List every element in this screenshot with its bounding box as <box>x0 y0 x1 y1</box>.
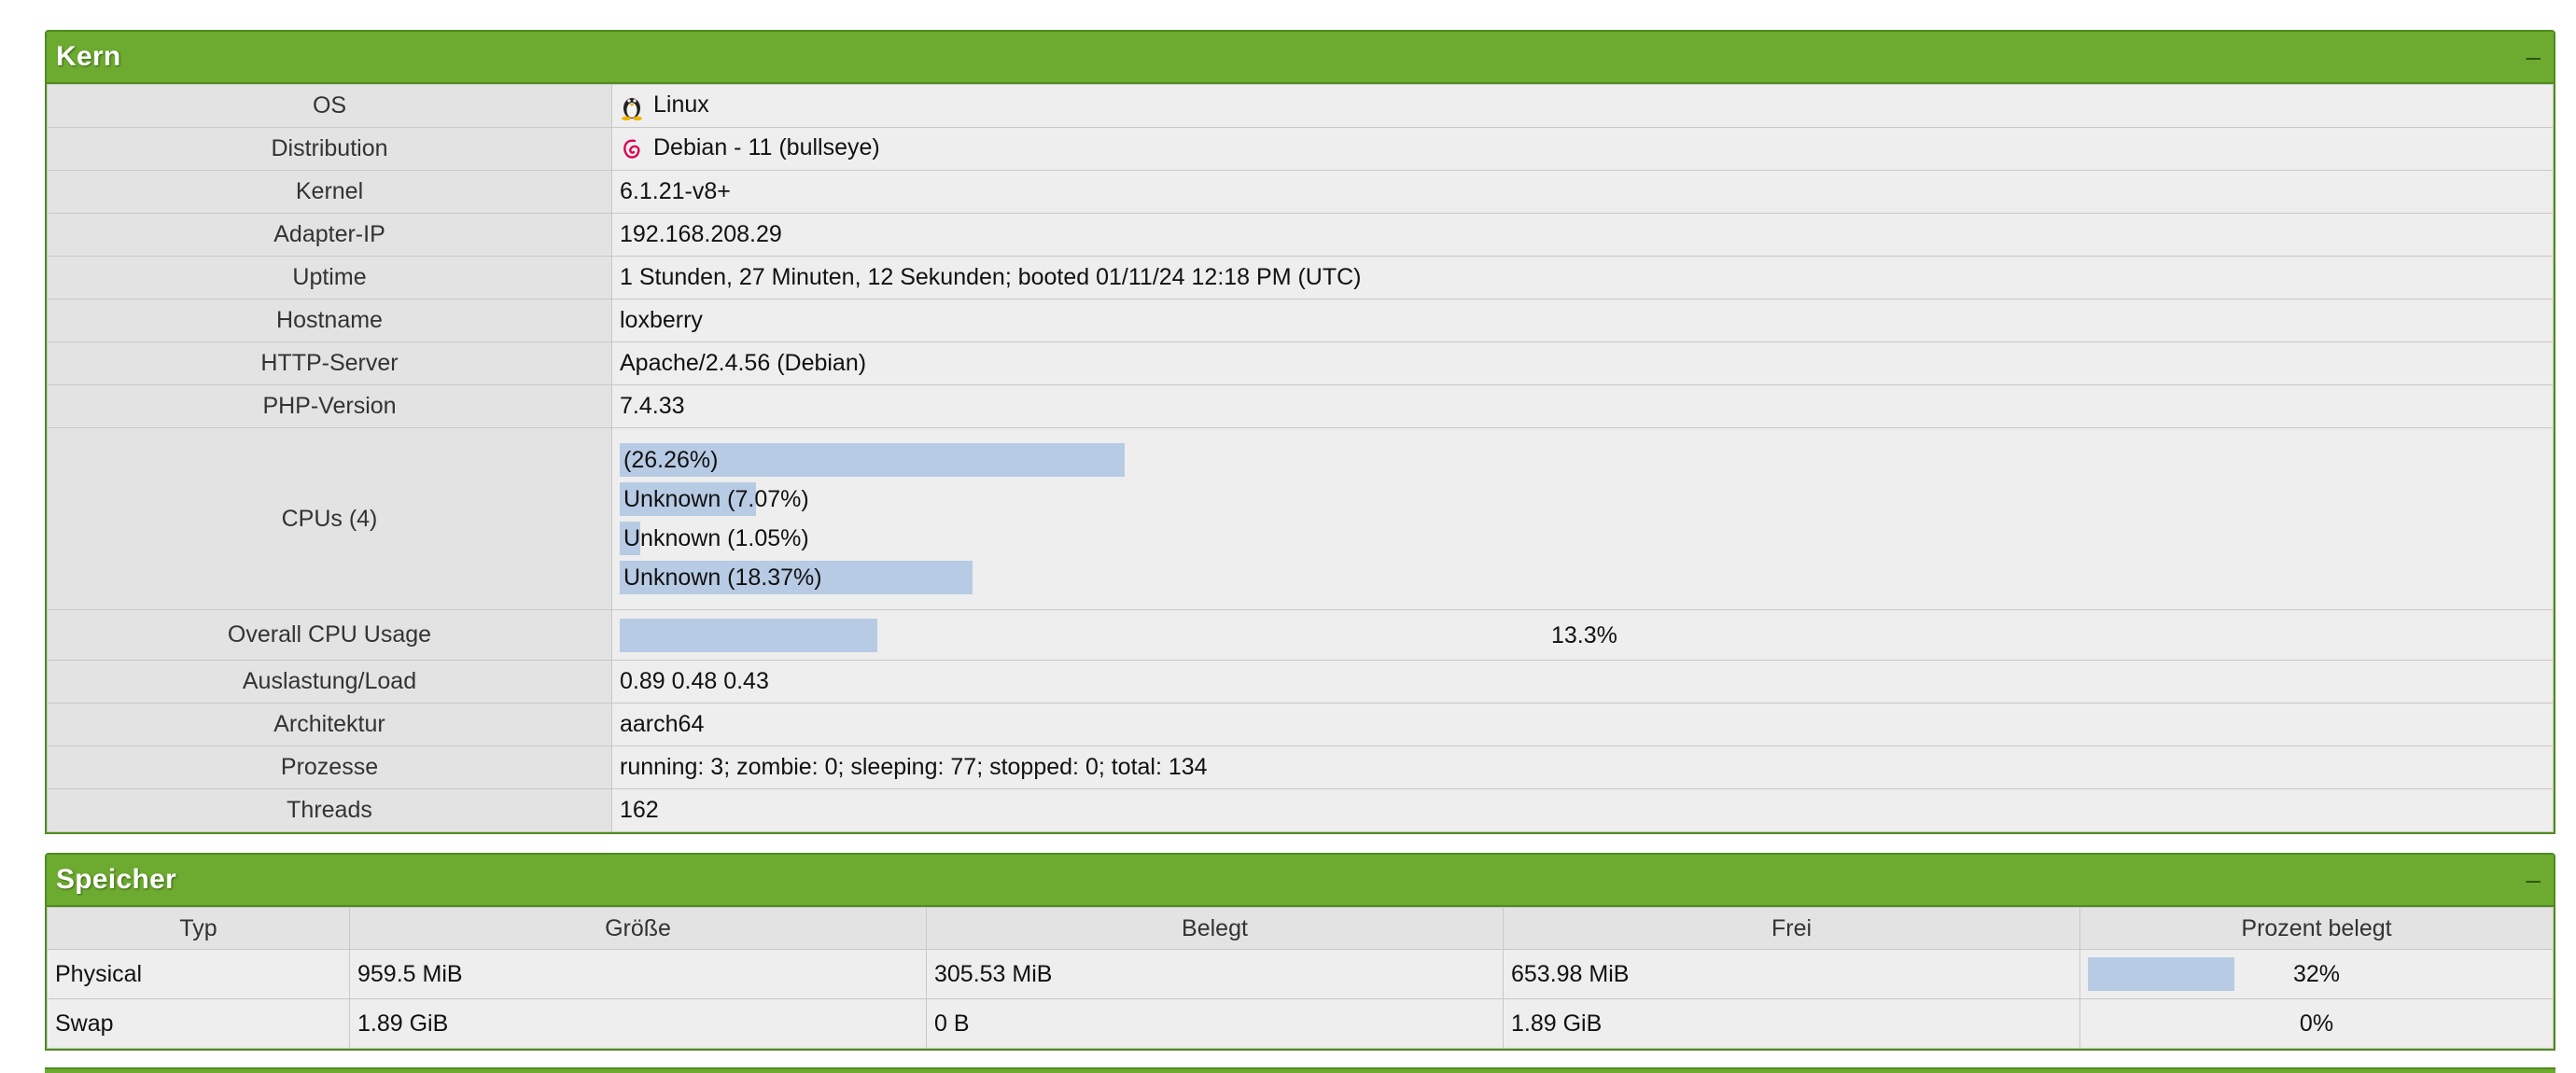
mem-percent: 32% <box>2292 960 2341 987</box>
kern-panel: Kern – OS Linux Distribution <box>45 30 2555 834</box>
mem-groesse: 1.89 GiB <box>349 998 927 1049</box>
header-typ: Typ <box>47 907 350 950</box>
kern-header: Kern – <box>47 32 2554 84</box>
os-label: OS <box>47 84 612 128</box>
cpus-label: CPUs (4) <box>47 427 612 610</box>
hostname-value: loxberry <box>611 299 2554 342</box>
row-processes: Prozesse running: 3; zombie: 0; sleeping… <box>47 746 2554 789</box>
linux-tux-icon <box>622 97 642 120</box>
cpu-core-text: Unknown (7.07%) <box>623 486 809 512</box>
table-row: Physical 959.5 MiB 305.53 MiB 653.98 MiB… <box>47 949 2554 999</box>
threads-label: Threads <box>47 788 612 832</box>
overall-cpu-value: 13.3% <box>1551 621 1617 648</box>
debian-swirl-icon <box>623 139 640 159</box>
kern-title: Kern <box>56 41 121 72</box>
kern-table: OS Linux Distribution <box>47 84 2554 832</box>
overall-cpu-bar <box>620 618 877 652</box>
mem-frei: 653.98 MiB <box>1503 949 2080 999</box>
row-arch: Architektur aarch64 <box>47 703 2554 746</box>
cpu-core-text: (26.26%) <box>623 447 719 473</box>
distribution-label: Distribution <box>47 127 612 171</box>
mem-typ: Swap <box>47 998 350 1049</box>
kernel-label: Kernel <box>47 170 612 214</box>
memory-header-row: Typ Größe Belegt Frei Prozent belegt <box>47 907 2554 950</box>
adapter-ip-value: 192.168.208.29 <box>611 213 2554 257</box>
mem-percent: 0% <box>2299 1010 2334 1037</box>
row-kernel: Kernel 6.1.21-v8+ <box>47 170 2554 214</box>
collapse-icon[interactable]: – <box>2526 42 2541 71</box>
header-groesse: Größe <box>349 907 927 950</box>
cpu-core-1: Unknown (7.07%) <box>620 482 2545 516</box>
cpu-core-bar <box>620 482 756 516</box>
cpu-bar-list: (26.26%) Unknown (7.07%) Unknown (1.05%) <box>620 428 2545 609</box>
http-server-label: HTTP-Server <box>47 341 612 385</box>
php-version-value: 7.4.33 <box>611 384 2554 428</box>
mem-percent-bar <box>2088 957 2234 991</box>
arch-value: aarch64 <box>611 703 2554 746</box>
mem-belegt: 305.53 MiB <box>926 949 1504 999</box>
row-overall-cpu: Overall CPU Usage 13.3% <box>47 609 2554 661</box>
row-php-version: PHP-Version 7.4.33 <box>47 384 2554 428</box>
distribution-value: Debian - 11 (bullseye) <box>653 134 880 161</box>
mem-belegt: 0 B <box>926 998 1504 1049</box>
mem-groesse: 959.5 MiB <box>349 949 927 999</box>
collapse-icon[interactable]: – <box>2526 865 2541 894</box>
memory-table: Typ Größe Belegt Frei Prozent belegt Phy… <box>47 907 2554 1049</box>
uptime-value: 1 Stunden, 27 Minuten, 12 Sekunden; boot… <box>611 256 2554 300</box>
cpu-core-bar <box>620 561 973 594</box>
threads-value: 162 <box>611 788 2554 832</box>
cpu-core-3: Unknown (18.37%) <box>620 561 2545 594</box>
cpu-core-2: Unknown (1.05%) <box>620 522 2545 555</box>
kernel-value: 6.1.21-v8+ <box>611 170 2554 214</box>
speicher-header: Speicher – <box>47 855 2554 907</box>
speicher-title: Speicher <box>56 864 177 895</box>
next-panel-edge <box>45 1067 2555 1073</box>
row-distribution: Distribution Debian - 11 (bullseye) <box>47 127 2554 171</box>
row-os: OS Linux <box>47 84 2554 128</box>
row-hostname: Hostname loxberry <box>47 299 2554 342</box>
overall-cpu-label: Overall CPU Usage <box>47 609 612 661</box>
row-http-server: HTTP-Server Apache/2.4.56 (Debian) <box>47 341 2554 385</box>
row-uptime: Uptime 1 Stunden, 27 Minuten, 12 Sekunde… <box>47 256 2554 300</box>
http-server-value: Apache/2.4.56 (Debian) <box>611 341 2554 385</box>
cpu-core-bar <box>620 522 640 555</box>
row-cpus: CPUs (4) (26.26%) Unknown (7.07%) <box>47 427 2554 610</box>
row-load: Auslastung/Load 0.89 0.48 0.43 <box>47 660 2554 704</box>
row-threads: Threads 162 <box>47 788 2554 832</box>
cpu-core-bar <box>620 443 1125 477</box>
arch-label: Architektur <box>47 703 612 746</box>
cpu-core-0: (26.26%) <box>620 443 2545 477</box>
processes-value: running: 3; zombie: 0; sleeping: 77; sto… <box>611 746 2554 789</box>
header-frei: Frei <box>1503 907 2080 950</box>
load-label: Auslastung/Load <box>47 660 612 704</box>
mem-typ: Physical <box>47 949 350 999</box>
table-row: Swap 1.89 GiB 0 B 1.89 GiB 0% <box>47 998 2554 1049</box>
cpu-core-text: Unknown (1.05%) <box>623 525 809 551</box>
mem-frei: 1.89 GiB <box>1503 998 2080 1049</box>
load-value: 0.89 0.48 0.43 <box>611 660 2554 704</box>
php-version-label: PHP-Version <box>47 384 612 428</box>
row-adapter-ip: Adapter-IP 192.168.208.29 <box>47 213 2554 257</box>
header-belegt: Belegt <box>926 907 1504 950</box>
adapter-ip-label: Adapter-IP <box>47 213 612 257</box>
os-value: Linux <box>653 91 709 118</box>
processes-label: Prozesse <box>47 746 612 789</box>
cpu-core-text: Unknown (18.37%) <box>623 564 822 591</box>
hostname-label: Hostname <box>47 299 612 342</box>
speicher-panel: Speicher – Typ Größe Belegt Frei Prozent… <box>45 853 2555 1051</box>
header-prozent: Prozent belegt <box>2079 907 2554 950</box>
uptime-label: Uptime <box>47 256 612 300</box>
